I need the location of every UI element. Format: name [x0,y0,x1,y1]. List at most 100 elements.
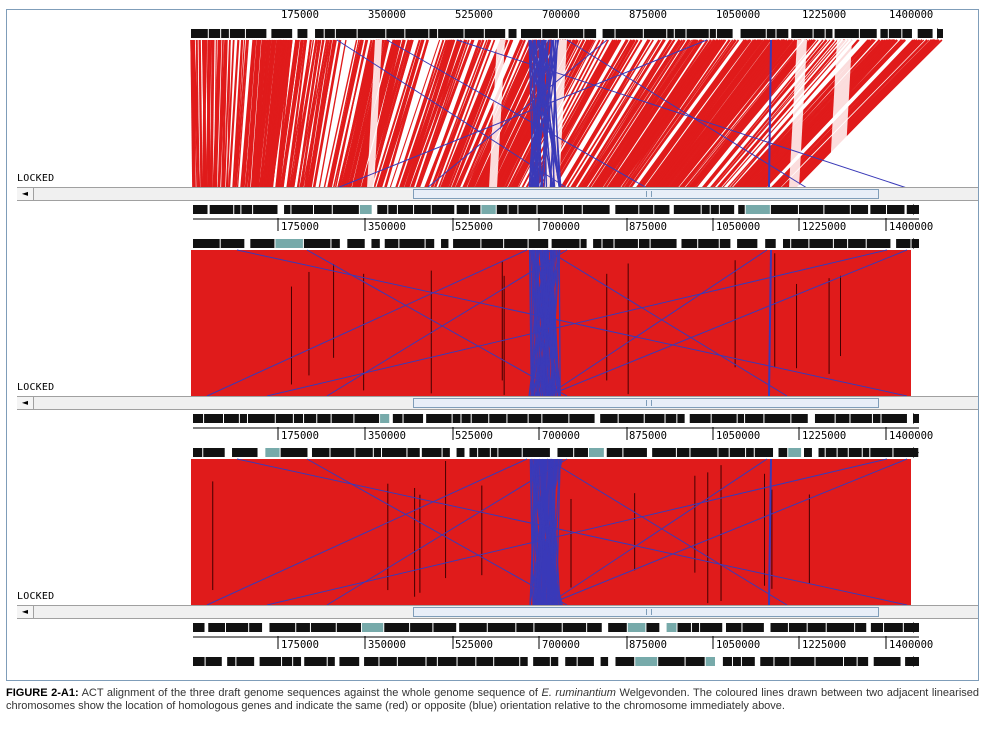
gene-block [425,239,435,248]
gene-block [508,205,518,214]
homology-line-same [267,39,289,189]
gene-block [384,239,399,248]
caption-text-after: Welgevonden. The coloured lines drawn be… [6,687,979,712]
scroll-thumb[interactable] [413,398,879,408]
gene-block [778,448,788,457]
homology-line-same [653,39,767,189]
gene-block [691,623,700,632]
gene-block [193,623,205,632]
gene-block [676,448,690,457]
homology-line-same [635,39,746,189]
gene-block [635,657,658,666]
gene-block [208,29,221,38]
gene-block [371,239,380,248]
gene-block [379,657,397,666]
ruler-tick-label: 1225000 [802,639,847,651]
horizontal-scrollbar[interactable]: ◄ [17,605,978,619]
ruler-tick-label: 1225000 [802,9,847,21]
gene-block [881,414,907,423]
gene-block [297,29,308,38]
homology-line-opposite [546,458,788,606]
locked-label: LOCKED [17,173,55,184]
gene-block [487,623,516,632]
gene-block [872,414,881,423]
gene-block [582,205,610,214]
homology-line-same [467,39,536,189]
scroll-left-arrow-icon[interactable]: ◄ [17,188,34,200]
gene-block [615,205,639,214]
gene-block [331,239,340,248]
gene-block [397,657,426,666]
homology-line-same [327,39,364,189]
ruler-tick-label: 700000 [542,430,580,442]
scroll-thumb[interactable] [413,607,879,617]
homology-line-same [415,39,468,189]
gene-block [850,205,869,214]
gene-block [562,623,587,632]
gene-block [359,205,372,214]
homology-line-same [202,39,207,189]
gene-block [873,657,901,666]
ruler-tick-label: 875000 [629,639,667,651]
gene-block [685,657,705,666]
homology-line-opposite [206,249,528,397]
figure-caption: FIGURE 2-A1: ACT alignment of the three … [6,687,979,713]
homology-line-opposite [537,39,562,189]
homology-line-same [288,39,315,189]
homology-line-same [781,39,928,189]
caption-label: FIGURE 2-A1: [6,687,79,699]
grip-icon [646,609,652,615]
gene-block [481,239,504,248]
gene-block [481,205,496,214]
horizontal-scrollbar[interactable]: ◄ [17,396,978,410]
gene-block [745,414,764,423]
homology-line-same [607,39,709,189]
gene-block [542,29,558,38]
homology-line-same [226,39,231,189]
homology-line-same [340,39,377,189]
homology-line-same [628,39,740,189]
gene-block [208,623,226,632]
gene-block [686,29,709,38]
homology-line-same [649,39,764,189]
gene-block [249,623,263,632]
homology-line-same [439,39,503,189]
homology-line-same [223,39,231,189]
gene-block [220,239,245,248]
gene-block [494,657,520,666]
gene-block [551,239,580,248]
gene-block [788,623,807,632]
homology-line-opposite [546,458,908,606]
gene-block [504,239,528,248]
gene-block [681,239,698,248]
gene-block [498,448,522,457]
scroll-left-arrow-icon[interactable]: ◄ [17,397,34,409]
gene-block [528,414,542,423]
gene-block [600,657,609,666]
scroll-thumb[interactable] [413,189,879,199]
track-arrow-icon [913,656,919,667]
gene-block [701,205,710,214]
gene-block [835,414,850,423]
gene-block [250,239,275,248]
gene-block [293,657,302,666]
comparison-band [190,39,943,189]
gene-block [732,657,741,666]
ruler-tick-label: 700000 [542,221,580,233]
gene-block [870,623,884,632]
homology-line-same [675,39,798,189]
gene-block [848,239,866,248]
homology-line-opposite [529,458,534,606]
homology-line-same [221,39,228,189]
homology-line-same [626,39,734,189]
gene-block [719,239,731,248]
gene-block [453,239,481,248]
scroll-left-arrow-icon[interactable]: ◄ [17,606,34,618]
homology-line-same [665,39,784,189]
gene-block [469,205,481,214]
homology-line-opposite [546,458,768,606]
gap [489,40,505,188]
horizontal-scrollbar[interactable]: ◄ [17,187,978,201]
gene-block [405,29,429,38]
gene-block [275,239,303,248]
